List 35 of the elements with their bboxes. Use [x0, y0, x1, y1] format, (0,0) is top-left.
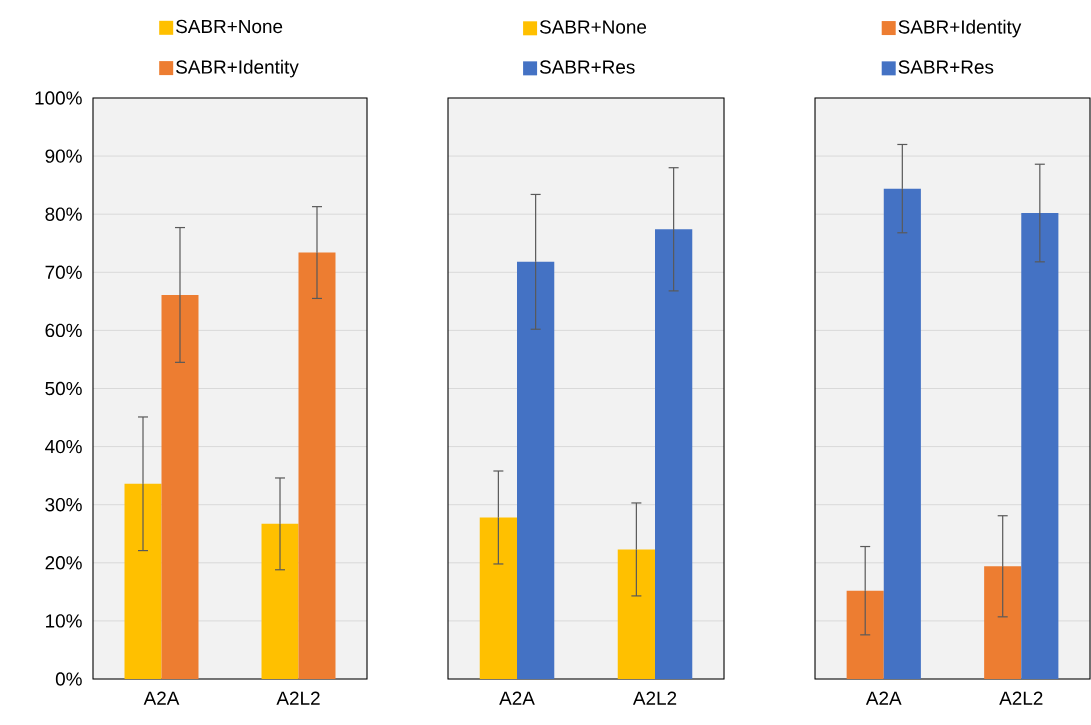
x-tick-label: A2L2 [999, 691, 1043, 705]
bar [1021, 213, 1059, 679]
y-tick-label: 90% [45, 149, 82, 163]
y-tick-label: 50% [45, 381, 82, 396]
bar [124, 483, 162, 679]
legend-label: SABR+None [176, 19, 283, 34]
bar [479, 517, 517, 679]
x-tick-label: A2A [143, 691, 180, 705]
legend-label: SABR+Res [898, 60, 994, 74]
bar [517, 261, 555, 679]
bar [883, 188, 921, 679]
legend-label: SABR+Identity [176, 59, 299, 78]
legend-label: SABR+Identity [898, 19, 1022, 38]
legend-label: SABR+Res [539, 60, 635, 74]
bar [261, 523, 299, 679]
y-tick-label: 40% [45, 439, 82, 454]
bar [846, 590, 884, 679]
y-tick-label: 20% [45, 556, 82, 570]
bar [161, 294, 199, 679]
y-tick-label: 0% [55, 672, 82, 686]
x-tick-label: A2L2 [276, 691, 320, 705]
legend-label: SABR+None [539, 20, 647, 34]
bar [984, 566, 1022, 679]
x-tick-label: A2A [499, 691, 535, 705]
bar [617, 549, 655, 679]
x-tick-label: A2L2 [632, 691, 677, 705]
x-tick-label: A2A [865, 691, 902, 705]
y-tick-label: 80% [45, 207, 82, 221]
y-tick-label: 10% [46, 614, 82, 628]
y-tick-label: 60% [45, 323, 82, 338]
y-tick-label: 100% [35, 91, 82, 105]
bar [655, 229, 693, 679]
y-tick-label: 30% [45, 498, 82, 512]
y-tick-label: 70% [45, 265, 82, 279]
bar [298, 252, 336, 679]
